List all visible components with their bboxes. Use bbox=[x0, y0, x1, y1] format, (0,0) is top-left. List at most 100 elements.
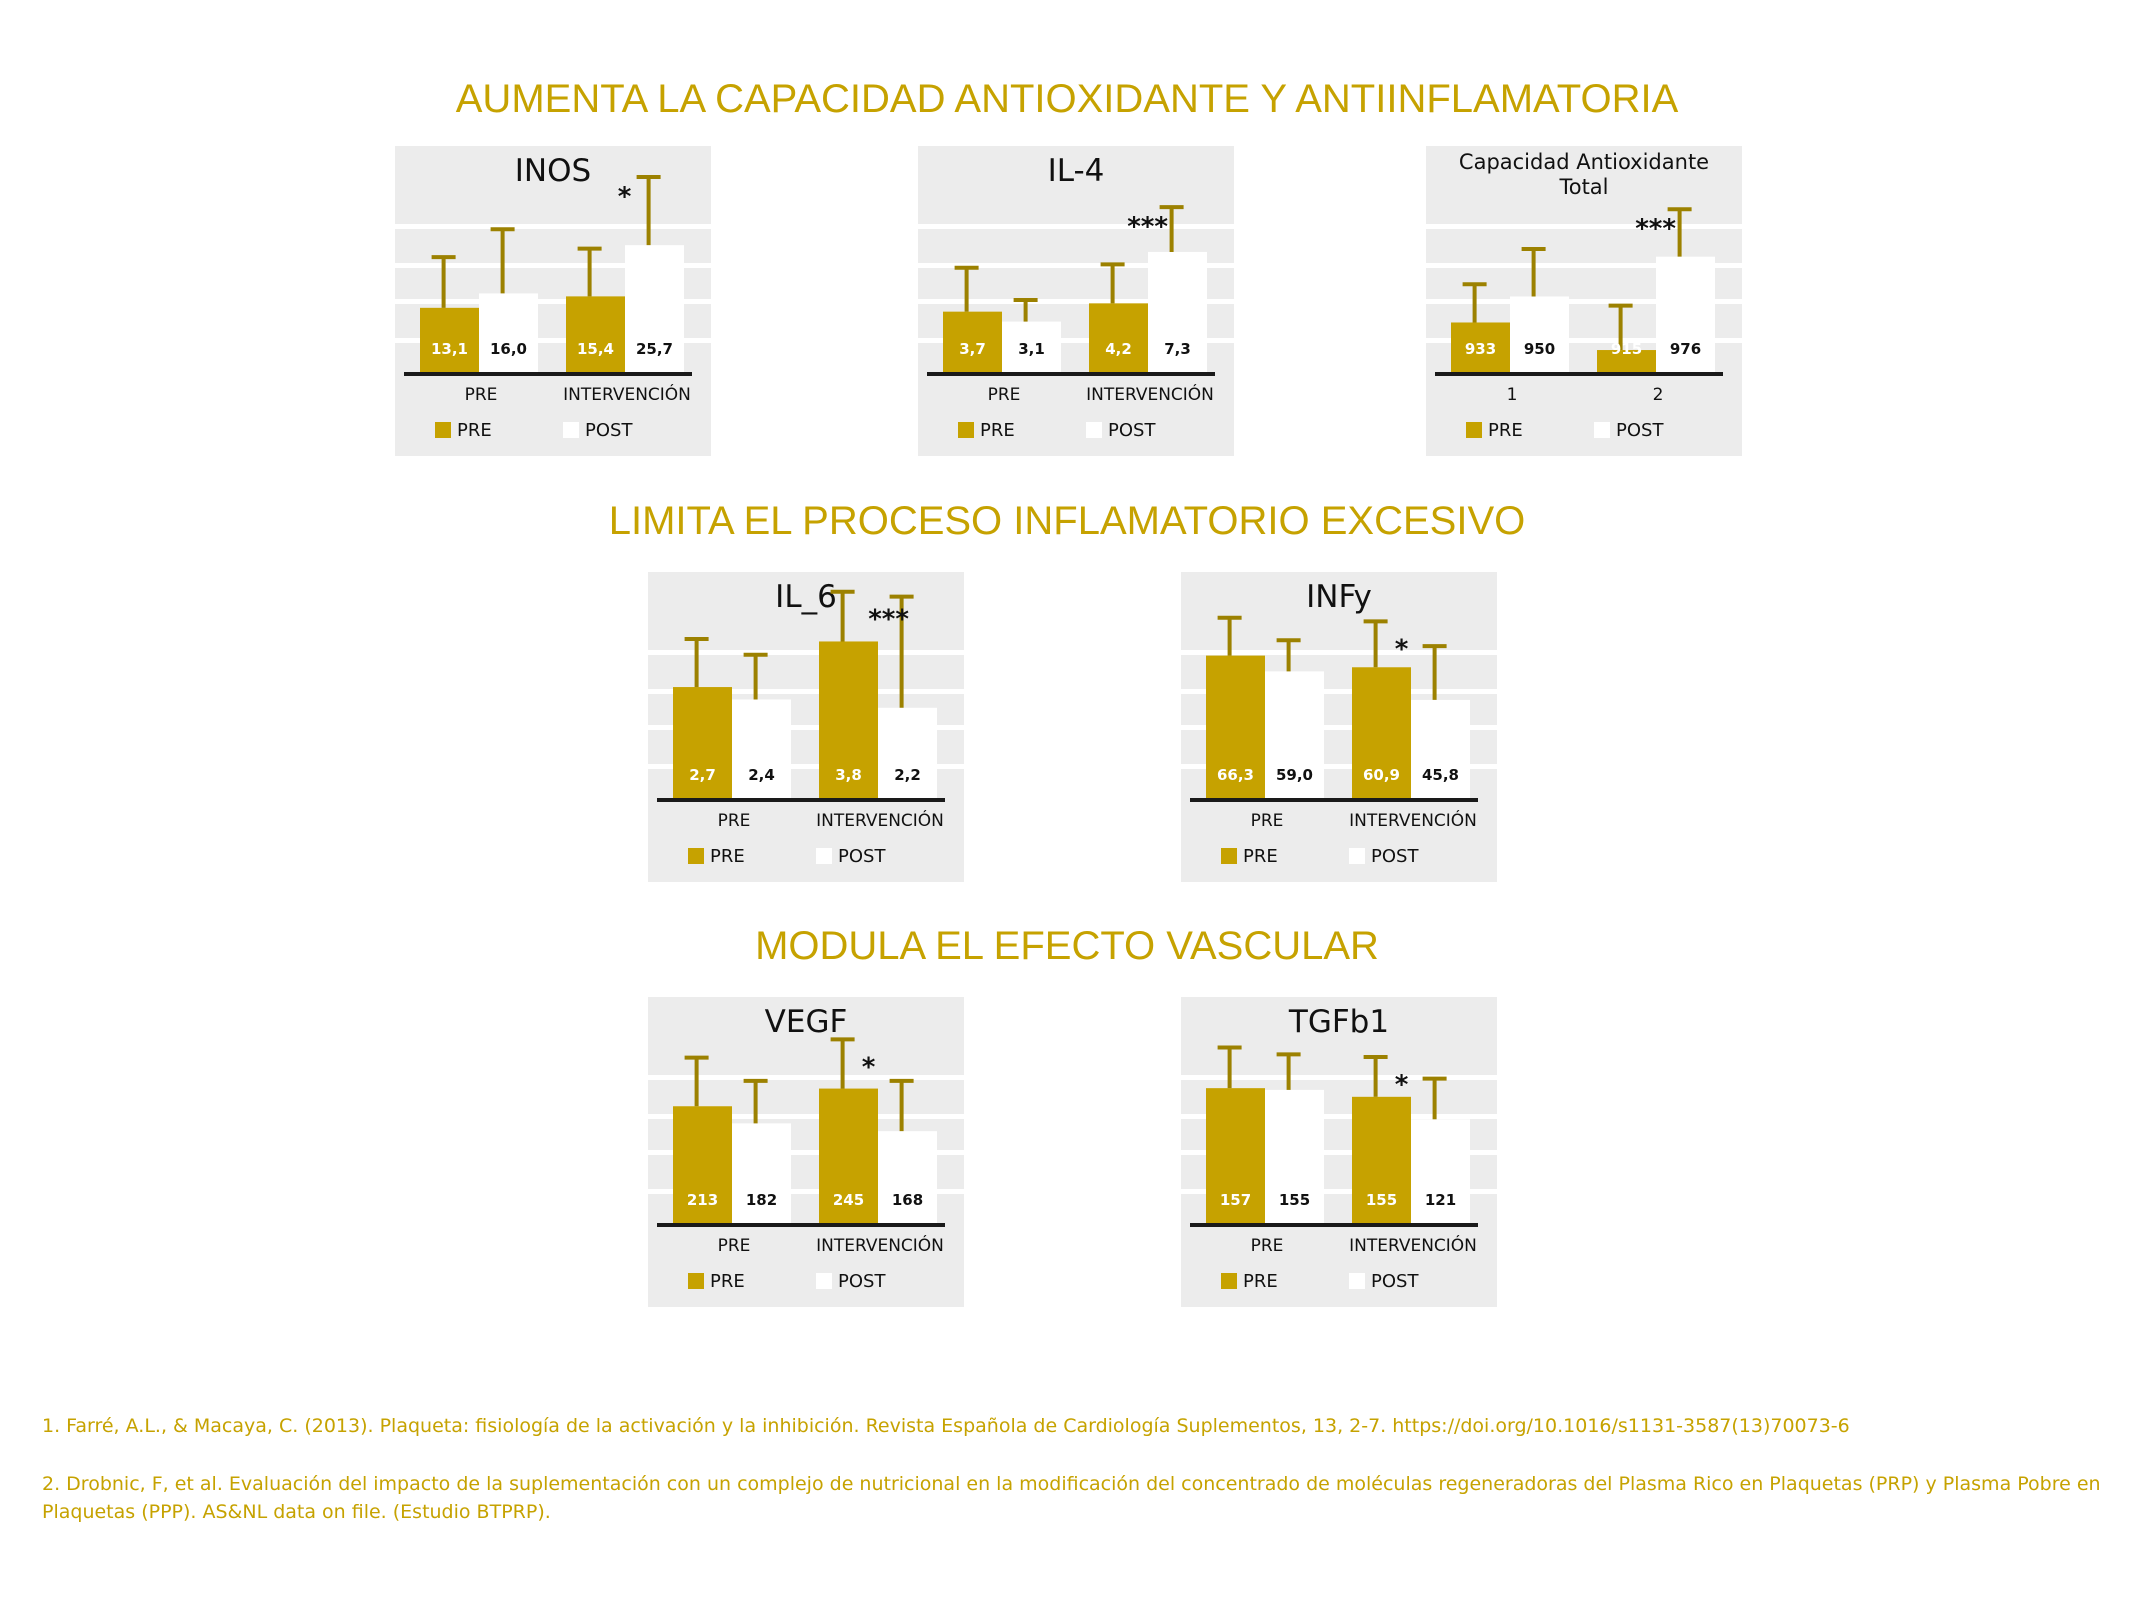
chart-title: IL_6 bbox=[775, 579, 837, 615]
gridline-1 bbox=[918, 263, 1234, 268]
legend-label-post: POST bbox=[1371, 1271, 1419, 1292]
data-label-pre-1: 155 bbox=[1366, 1191, 1397, 1209]
data-label-post-0: 950 bbox=[1524, 340, 1555, 358]
legend-label-pre: PRE bbox=[980, 420, 1015, 441]
bar-post-1 bbox=[878, 1131, 937, 1224]
data-label-pre-0: 66,3 bbox=[1217, 766, 1254, 784]
gridline-3 bbox=[648, 764, 964, 769]
gridline-3 bbox=[395, 338, 711, 343]
data-label-pre-1: 4,2 bbox=[1105, 340, 1132, 358]
x-tick-label-1: INTERVENCIÓN bbox=[563, 383, 691, 405]
data-label-pre-1: 3,8 bbox=[835, 766, 862, 784]
bar-post-0 bbox=[1510, 296, 1569, 373]
significance-marker-0: * bbox=[1395, 634, 1409, 664]
bar-pre-0 bbox=[1206, 1088, 1265, 1224]
legend-swatch-post bbox=[1086, 422, 1102, 438]
significance-marker-0: * bbox=[618, 182, 632, 212]
bar-post-1 bbox=[1148, 251, 1207, 373]
bar-pre-0 bbox=[943, 311, 1002, 373]
bar-post-1 bbox=[878, 707, 937, 799]
bar-chart-svg: IL_6 2,7 2,4 PRE 3,8 2,2 INTERVENCIÓN *** PRE POS… bbox=[648, 579, 964, 867]
gridline-2 bbox=[1181, 1150, 1497, 1155]
gridline-0 bbox=[918, 224, 1234, 229]
bar-post-0 bbox=[1265, 671, 1324, 799]
significance-marker-0: *** bbox=[868, 605, 909, 635]
data-label-pre-0: 157 bbox=[1220, 1191, 1251, 1209]
legend-swatch-post bbox=[816, 1273, 832, 1289]
significance-marker-0: * bbox=[1395, 1070, 1409, 1100]
gridline-1 bbox=[1426, 263, 1742, 268]
x-tick-label-0: PRE bbox=[718, 811, 751, 831]
gridline-2 bbox=[1181, 725, 1497, 730]
x-axis-line bbox=[404, 372, 692, 376]
data-label-post-0: 16,0 bbox=[490, 340, 527, 358]
data-label-post-0: 155 bbox=[1279, 1191, 1310, 1209]
gridline-2 bbox=[918, 299, 1234, 304]
data-label-pre-0: 13,1 bbox=[431, 340, 468, 358]
bar-post-1 bbox=[1411, 1119, 1470, 1224]
chart-title: TGFb1 bbox=[1288, 1004, 1389, 1040]
gridline-3 bbox=[1426, 338, 1742, 343]
bar-pre-0 bbox=[1451, 322, 1510, 373]
gridline-0 bbox=[395, 224, 711, 229]
legend-label-post: POST bbox=[1371, 846, 1419, 867]
bar-pre-1 bbox=[1597, 350, 1656, 373]
significance-marker-0: * bbox=[862, 1052, 876, 1082]
data-label-pre-1: 15,4 bbox=[577, 340, 614, 358]
chart-panel-infy: INFy 66,3 59,0 PRE 60,9 45,8 INTERVENCIÓN * PRE P… bbox=[1181, 572, 1497, 882]
chart-title: IL-4 bbox=[1048, 153, 1105, 189]
legend-label-post: POST bbox=[838, 1271, 886, 1292]
section-title-inflamatorio: LIMITA EL PROCESO INFLAMATORIO EXCESIVO bbox=[608, 499, 1526, 543]
bar-pre-1 bbox=[819, 641, 878, 799]
bar-post-0 bbox=[732, 699, 791, 799]
gridline-2 bbox=[395, 299, 711, 304]
legend-label-post: POST bbox=[838, 846, 886, 867]
chart-title: VEGF bbox=[765, 1004, 848, 1040]
chart-title-line-0: Capacidad Antioxidante bbox=[1459, 150, 1709, 174]
data-label-pre-0: 213 bbox=[687, 1191, 718, 1209]
bar-pre-1 bbox=[819, 1088, 878, 1224]
bar-pre-0 bbox=[1206, 655, 1265, 799]
gridline-0 bbox=[1426, 224, 1742, 229]
chart-panel-il6: IL_6 2,7 2,4 PRE 3,8 2,2 INTERVENCIÓN *** PRE POS… bbox=[648, 572, 964, 882]
legend-swatch-post bbox=[1349, 848, 1365, 864]
gridline-3 bbox=[918, 338, 1234, 343]
x-axis-line bbox=[1190, 1223, 1478, 1227]
bar-post-0 bbox=[732, 1123, 791, 1224]
bar-pre-0 bbox=[673, 687, 732, 799]
legend-swatch-pre bbox=[958, 422, 974, 438]
legend-swatch-post bbox=[563, 422, 579, 438]
data-label-post-0: 182 bbox=[746, 1191, 777, 1209]
gridline-1 bbox=[1181, 689, 1497, 694]
gridline-1 bbox=[648, 689, 964, 694]
section-title-antioxidante: AUMENTA LA CAPACIDAD ANTIOXIDANTE Y ANTI… bbox=[455, 77, 1679, 121]
chart-panel-il4: IL-4 3,7 3,1 PRE 4,2 7,3 INTERVENCIÓN *** PRE POS… bbox=[918, 146, 1234, 456]
gridline-1 bbox=[1181, 1114, 1497, 1119]
bar-chart-svg: INOS 13,1 16,0 PRE 15,4 25,7 INTERVENCIÓN * PRE P… bbox=[395, 153, 711, 441]
x-tick-label-0: PRE bbox=[1251, 1236, 1284, 1256]
chart-title-line-1: Total bbox=[1558, 175, 1608, 199]
reference-1: 1. Farré, A.L., & Macaya, C. (2013). Pla… bbox=[42, 1415, 1850, 1437]
x-axis-line bbox=[1435, 372, 1723, 376]
x-tick-label-1: 2 bbox=[1653, 385, 1664, 405]
x-axis-line bbox=[927, 372, 1215, 376]
x-tick-label-0: PRE bbox=[988, 385, 1021, 405]
legend-swatch-pre bbox=[1221, 1273, 1237, 1289]
chart-panel-capacidad-antioxidante: Capacidad Antioxidante Total 933 950 1 915 976… bbox=[1426, 146, 1742, 456]
chart-title: INOS bbox=[515, 153, 591, 189]
gridline-0 bbox=[648, 1075, 964, 1080]
legend-swatch-post bbox=[816, 848, 832, 864]
bar-chart-svg: IL-4 3,7 3,1 PRE 4,2 7,3 INTERVENCIÓN *** PRE POS… bbox=[918, 153, 1234, 441]
x-axis-line bbox=[657, 798, 945, 802]
gridline-1 bbox=[648, 1114, 964, 1119]
chart-panel-vegf: VEGF 213 182 PRE 245 168 INTERVENCIÓN * PRE POST bbox=[648, 997, 964, 1307]
legend-swatch-pre bbox=[688, 848, 704, 864]
bar-pre-0 bbox=[420, 307, 479, 373]
section-title-vascular: MODULA EL EFECTO VASCULAR bbox=[755, 924, 1379, 968]
legend-label-pre: PRE bbox=[1488, 420, 1523, 441]
bar-chart-svg: INFy 66,3 59,0 PRE 60,9 45,8 INTERVENCIÓN * PRE P… bbox=[1181, 579, 1497, 867]
bar-post-1 bbox=[625, 245, 684, 373]
significance-marker-0: *** bbox=[1127, 212, 1168, 242]
gridline-2 bbox=[648, 725, 964, 730]
